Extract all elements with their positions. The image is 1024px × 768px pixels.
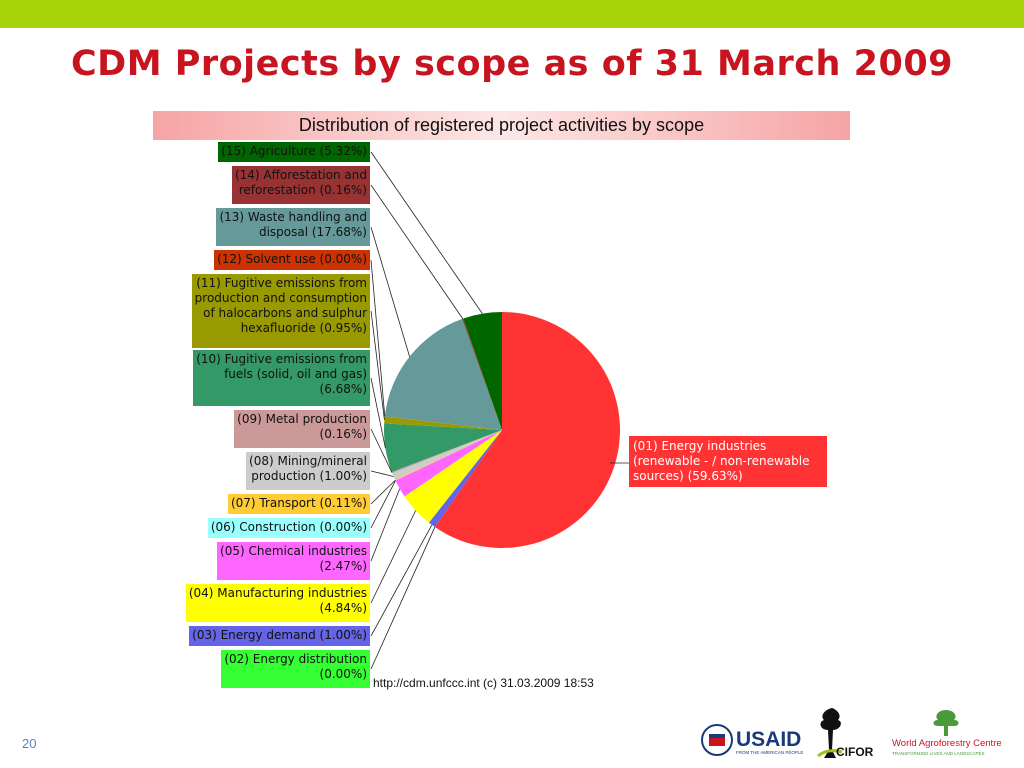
slice-label-10: (10) Fugitive emissions from fuels (soli… bbox=[193, 350, 370, 406]
svg-text:CIFOR: CIFOR bbox=[836, 745, 874, 759]
leader-line-05 bbox=[370, 488, 401, 562]
pie-slice-10 bbox=[384, 423, 502, 472]
slide-number: 20 bbox=[22, 736, 37, 751]
pie-slice-05 bbox=[395, 430, 502, 497]
leader-line-10 bbox=[370, 377, 386, 449]
leader-line-04 bbox=[370, 510, 417, 604]
slice-label-08: (08) Mining/mineral production (1.00%) bbox=[246, 452, 370, 490]
leader-line-02 bbox=[370, 526, 436, 670]
pie-slice-13 bbox=[384, 318, 502, 430]
pie-slice-01 bbox=[434, 312, 621, 548]
slice-label-02: (02) Energy distribution (0.00%) bbox=[221, 650, 370, 688]
pie-slice-15 bbox=[463, 312, 502, 430]
leader-line-11 bbox=[370, 310, 385, 420]
leader-line-08 bbox=[370, 470, 394, 477]
leader-line-13 bbox=[370, 226, 410, 357]
pie-slice-14 bbox=[462, 318, 502, 430]
slice-label-01: (01) Energy industries (renewable - / no… bbox=[629, 436, 827, 487]
pie-slice-07 bbox=[395, 430, 502, 481]
svg-text:FROM THE AMERICAN PEOPLE: FROM THE AMERICAN PEOPLE bbox=[736, 750, 803, 755]
pie-slice-08 bbox=[392, 430, 502, 480]
leader-line-06 bbox=[370, 480, 396, 529]
slide-title: CDM Projects by scope as of 31 March 200… bbox=[70, 44, 954, 84]
leader-line-15 bbox=[370, 151, 483, 314]
top-accent-bar bbox=[0, 0, 1024, 28]
slice-label-09: (09) Metal production (0.16%) bbox=[234, 410, 370, 448]
pie-slice-03 bbox=[428, 430, 502, 528]
slice-label-13: (13) Waste handling and disposal (17.68%… bbox=[216, 208, 370, 246]
slice-label-06: (06) Construction (0.00%) bbox=[207, 518, 370, 538]
slice-label-05: (05) Chemical industries (2.47%) bbox=[217, 542, 370, 580]
leader-line-14 bbox=[370, 184, 464, 319]
slice-label-11: (11) Fugitive emissions from production … bbox=[191, 274, 370, 348]
logo-strip: USAID FROM THE AMERICAN PEOPLE CIFOR Wor… bbox=[701, 708, 1002, 759]
leader-line-07 bbox=[370, 479, 396, 505]
svg-text:TRANSFORMING LIVES AND LANDSCA: TRANSFORMING LIVES AND LANDSCAPES bbox=[892, 751, 985, 756]
pie-slice-11 bbox=[384, 416, 502, 430]
source-note: http://cdm.unfccc.int (c) 31.03.2009 18:… bbox=[373, 676, 594, 690]
usaid-logo: USAID FROM THE AMERICAN PEOPLE bbox=[701, 724, 803, 756]
pie-slice-09 bbox=[391, 430, 502, 474]
slice-label-07: (07) Transport (0.11%) bbox=[227, 494, 370, 514]
chart-title: Distribution of registered project activ… bbox=[153, 111, 850, 140]
cifor-logo: CIFOR bbox=[817, 708, 874, 759]
slice-label-12: (12) Solvent use (0.00%) bbox=[214, 250, 370, 270]
slice-label-04: (04) Manufacturing industries (4.84%) bbox=[185, 584, 370, 622]
icraf-logo: World Agroforestry Centre TRANSFORMING L… bbox=[892, 710, 1002, 756]
pie-slice-04 bbox=[404, 430, 502, 523]
slice-label-14: (14) Afforestation and reforestation (0.… bbox=[231, 166, 370, 204]
slice-label-03: (03) Energy demand (1.00%) bbox=[189, 626, 370, 646]
svg-text:USAID: USAID bbox=[736, 728, 801, 751]
leader-line-09 bbox=[370, 428, 393, 473]
leader-line-12 bbox=[370, 259, 386, 417]
svg-text:World Agroforestry Centre: World Agroforestry Centre bbox=[892, 738, 1002, 749]
leader-line-03 bbox=[370, 524, 433, 637]
slice-label-15: (15) Agriculture (5.32%) bbox=[218, 142, 370, 162]
